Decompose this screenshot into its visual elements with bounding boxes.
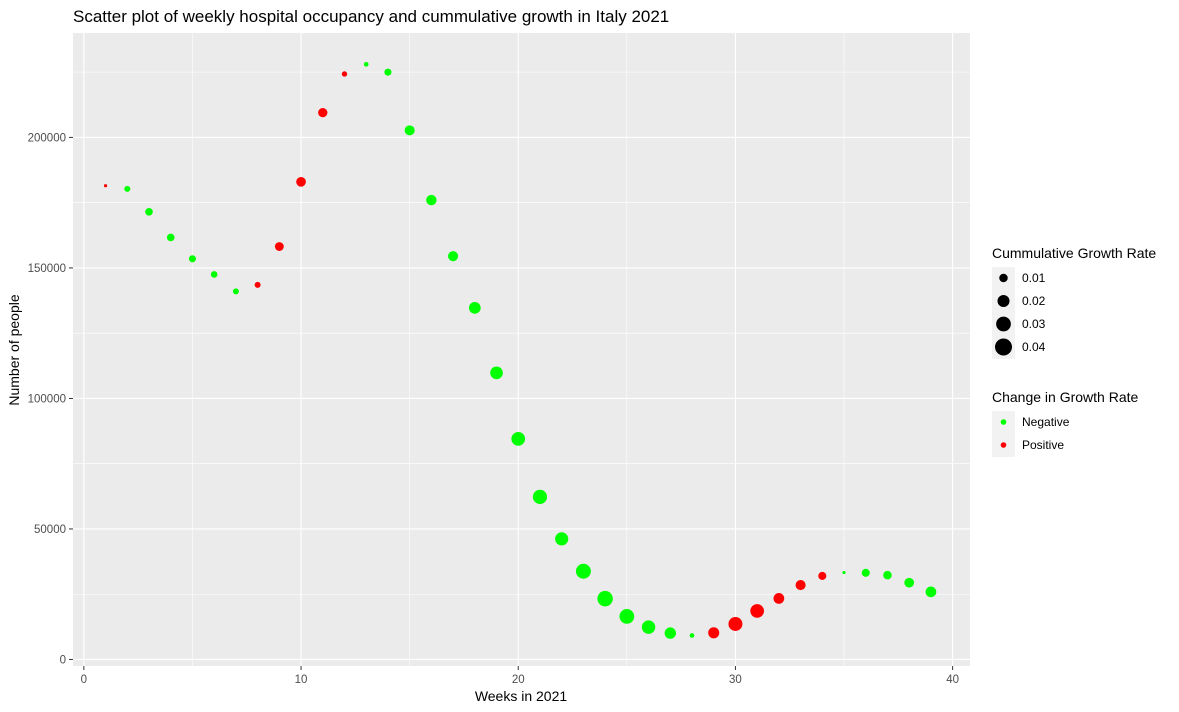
data-point: [448, 251, 459, 262]
data-point: [363, 61, 369, 67]
x-tick-label: 0: [81, 674, 87, 686]
color-legend-label: Negative: [1022, 415, 1070, 429]
data-point: [511, 432, 526, 446]
color-legend: Change in Growth Rate Negative Positive: [992, 389, 1139, 457]
y-tick-label: 150000: [28, 263, 66, 275]
y-axis-title: Number of people: [6, 294, 22, 406]
data-point: [597, 590, 613, 607]
y-tick-label: 200000: [28, 132, 66, 144]
size-legend-label: 0.02: [1022, 294, 1046, 308]
x-tick-label: 40: [946, 674, 959, 686]
data-point: [861, 568, 870, 577]
data-point: [842, 570, 846, 575]
y-axis-ticks: 0 50000 100000 150000 200000: [28, 132, 73, 666]
data-point: [708, 627, 720, 639]
size-legend: Cummulative Growth Rate 0.01 0.02 0.03 0.04: [992, 245, 1156, 359]
data-point: [818, 571, 827, 580]
data-point: [318, 107, 328, 118]
data-point: [103, 184, 108, 188]
data-point: [641, 620, 656, 634]
size-legend-symbol: [999, 273, 1008, 283]
x-tick-label: 20: [512, 674, 525, 686]
data-point: [210, 271, 218, 278]
size-legend-label: 0.04: [1022, 340, 1046, 354]
minor-gridlines: [73, 33, 970, 666]
data-point: [145, 208, 153, 216]
y-tick-label: 0: [60, 654, 66, 666]
data-point: [274, 242, 284, 251]
data-point: [384, 68, 392, 76]
y-tick-label: 50000: [34, 524, 66, 536]
data-point: [773, 593, 785, 604]
data-point: [925, 586, 937, 598]
size-legend-symbol: [997, 294, 1010, 308]
size-legend-title: Cummulative Growth Rate: [992, 245, 1156, 261]
data-point: [904, 577, 915, 588]
data-point: [232, 288, 239, 295]
major-gridlines: [73, 33, 970, 666]
size-legend-label: 0.03: [1022, 317, 1046, 331]
x-tick-label: 10: [295, 674, 308, 686]
data-point: [728, 616, 743, 631]
size-legend-label: 0.01: [1022, 271, 1046, 285]
plot-panel: [73, 33, 970, 666]
y-tick-label: 100000: [28, 393, 66, 405]
data-point: [490, 366, 503, 380]
data-point: [166, 233, 175, 242]
data-point: [883, 570, 892, 580]
data-point: [188, 255, 197, 263]
data-point: [619, 609, 635, 624]
x-axis-ticks: 0 10 20 30 40: [81, 666, 959, 686]
x-axis-title: Weeks in 2021: [475, 688, 568, 704]
data-point: [254, 281, 261, 288]
chart-title: Scatter plot of weekly hospital occupanc…: [73, 7, 669, 26]
data-point: [664, 627, 676, 639]
data-point: [575, 563, 591, 579]
size-legend-symbol: [995, 338, 1012, 356]
color-legend-title: Change in Growth Rate: [992, 389, 1139, 405]
color-legend-symbol: [1000, 442, 1007, 448]
data-point: [124, 185, 131, 192]
data-point: [468, 302, 481, 314]
data-point: [341, 71, 348, 77]
size-legend-symbol: [996, 316, 1011, 332]
data-point: [689, 633, 695, 638]
data-point: [555, 532, 569, 546]
data-point: [795, 580, 806, 591]
data-point: [404, 125, 415, 136]
data-point: [750, 604, 765, 618]
data-point: [296, 176, 306, 187]
x-tick-label: 30: [729, 674, 742, 686]
color-legend-symbol: [1000, 419, 1007, 425]
color-legend-label: Positive: [1022, 438, 1064, 452]
data-point: [532, 489, 548, 504]
data-point: [426, 194, 437, 206]
data-points: [103, 61, 937, 639]
